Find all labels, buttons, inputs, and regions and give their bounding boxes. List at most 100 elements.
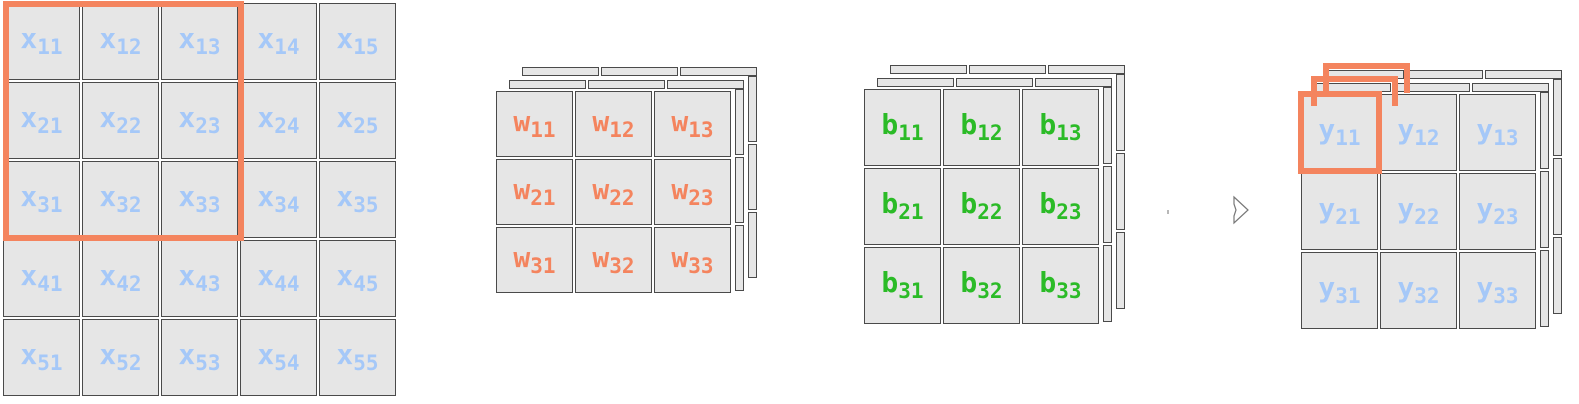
output-highlight-front <box>1298 91 1382 174</box>
index: 52 <box>116 351 142 375</box>
index: 31 <box>1335 284 1361 308</box>
symbol: x <box>336 338 354 371</box>
index: 32 <box>116 193 142 217</box>
b-back-layer-top <box>969 65 1046 74</box>
index: 43 <box>195 272 221 296</box>
b-back-layer-side <box>1116 232 1125 309</box>
w-label-13: w13 <box>671 104 713 141</box>
y-back-layer-top <box>1406 70 1483 79</box>
x-cell-54: x54 <box>240 319 317 396</box>
w-back-layer-side <box>735 157 744 223</box>
b-back-layer-top <box>956 78 1033 87</box>
b-back-layer-top <box>1035 78 1112 87</box>
index: 23 <box>1056 200 1082 224</box>
index: 23 <box>195 114 221 138</box>
w-back-layer-top <box>667 80 744 89</box>
symbol: x <box>336 180 354 213</box>
index: 33 <box>688 253 714 278</box>
w-label-23: w23 <box>671 175 713 209</box>
w-label-12: w12 <box>592 104 635 142</box>
b-cell-11: b11 <box>864 89 941 166</box>
index: 33 <box>1056 279 1082 303</box>
x-label-53: x53 <box>178 341 220 374</box>
y-label-23: y23 <box>1476 195 1518 228</box>
symbol: x <box>20 22 38 55</box>
x-label-42: x42 <box>99 262 141 295</box>
x-cell-35: x35 <box>319 161 396 238</box>
x-label-43: x43 <box>178 262 220 295</box>
symbol: x <box>99 180 117 213</box>
symbol: w <box>513 240 531 274</box>
index: 13 <box>1493 126 1519 150</box>
symbol: x <box>20 259 38 292</box>
x-label-52: x52 <box>99 341 141 374</box>
symbol: x <box>257 180 275 213</box>
x-cell-33: x33 <box>161 161 238 238</box>
b-label-31: b31 <box>881 269 923 302</box>
w-cell-11: w11 <box>496 91 573 157</box>
w-label-22: w22 <box>592 175 634 209</box>
b-cell-13: b13 <box>1022 89 1099 166</box>
index: 53 <box>195 351 221 375</box>
index: 21 <box>530 185 556 210</box>
x-cell-55: x55 <box>319 319 396 396</box>
symbol: x <box>20 338 38 371</box>
symbol: b <box>960 266 978 299</box>
y-label-13: y13 <box>1476 116 1518 149</box>
y-back-layer-side <box>1553 79 1562 156</box>
index: 22 <box>977 200 1003 224</box>
x-cell-11: x11 <box>3 3 80 80</box>
w-back-layer-side <box>748 76 757 142</box>
symbol: w <box>671 104 689 138</box>
x-label-14: x14 <box>257 25 299 58</box>
y-label-32: y32 <box>1397 274 1439 307</box>
symbol: b <box>1039 108 1057 141</box>
b-label-22: b22 <box>960 190 1002 223</box>
symbol: x <box>99 259 117 292</box>
x-cell-14: x14 <box>240 3 317 80</box>
index: 31 <box>530 253 556 278</box>
b-back-layer-top <box>877 78 954 87</box>
index: 12 <box>1414 126 1440 150</box>
y-label-12: y12 <box>1397 116 1439 149</box>
x-label-34: x34 <box>257 183 299 216</box>
y-cell-23: y23 <box>1459 173 1536 250</box>
w-back-layer-top <box>680 67 757 76</box>
symbol: x <box>20 101 38 134</box>
symbol: b <box>1039 266 1057 299</box>
b-back-layer-side <box>1116 74 1125 151</box>
symbol: w <box>592 104 610 138</box>
x-label-41: x41 <box>20 262 62 295</box>
receptive-field-highlight <box>3 1 244 241</box>
y-cell-22: y22 <box>1380 173 1457 250</box>
symbol: x <box>336 22 354 55</box>
x-cell-45: x45 <box>319 240 396 317</box>
symbol: x <box>257 101 275 134</box>
symbol: y <box>1397 113 1415 146</box>
x-cell-12: x12 <box>82 3 159 80</box>
x-cell-42: x42 <box>82 240 159 317</box>
symbol: y <box>1318 271 1336 304</box>
x-cell-34: x34 <box>240 161 317 238</box>
b-label-23: b23 <box>1039 190 1081 223</box>
index: 34 <box>274 193 300 217</box>
symbol: x <box>257 259 275 292</box>
symbol: y <box>1318 192 1336 225</box>
w-back-layer-side <box>735 225 744 291</box>
x-cell-43: x43 <box>161 240 238 317</box>
b-cell-33: b33 <box>1022 247 1099 324</box>
x-label-35: x35 <box>336 183 378 216</box>
index: 14 <box>274 35 300 59</box>
index: 23 <box>1493 205 1519 229</box>
x-cell-44: x44 <box>240 240 317 317</box>
x-label-25: x25 <box>336 104 378 137</box>
y-label-22: y22 <box>1397 195 1439 228</box>
index: 12 <box>609 117 635 142</box>
index: 11 <box>1335 126 1361 150</box>
symbol: x <box>20 180 38 213</box>
symbol: y <box>1397 271 1415 304</box>
index: 13 <box>195 35 221 59</box>
symbol: x <box>99 101 117 134</box>
x-cell-23: x23 <box>161 82 238 159</box>
y-back-layer-side <box>1540 92 1549 169</box>
